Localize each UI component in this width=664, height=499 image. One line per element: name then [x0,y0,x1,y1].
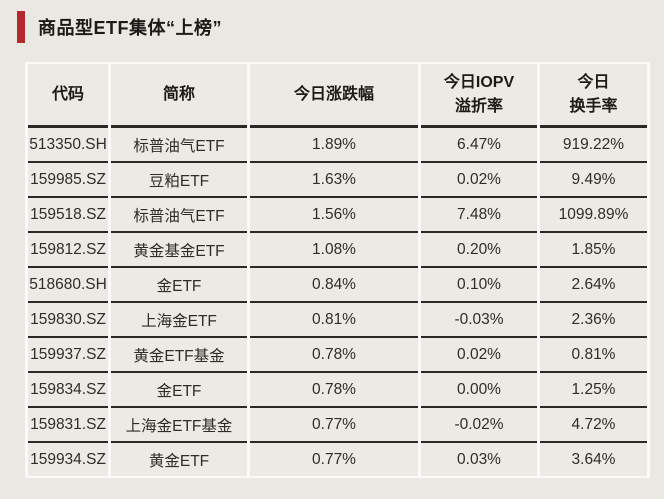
cell-name: 标普油气ETF [111,198,247,233]
column-header-name: 简称 [111,64,247,128]
cell-change: 0.81% [250,303,418,338]
cell-iopv: 0.03% [421,443,537,476]
cell-iopv: 0.20% [421,233,537,268]
table-row: 159831.SZ 上海金ETF基金 0.77% -0.02% 4.72% [28,408,647,443]
page-title: 商品型ETF集体“上榜” [38,18,222,38]
cell-iopv: 6.47% [421,128,537,163]
cell-name: 金ETF [111,268,247,303]
table-row: 159934.SZ 黄金ETF 0.77% 0.03% 3.64% [28,443,647,476]
cell-turnover: 9.49% [540,163,647,198]
etf-table-container: 代码 简称 今日涨跌幅 今日IOPV 溢折率 今日 换手率 513350.SH 标… [25,62,650,478]
header-row: 代码 简称 今日涨跌幅 今日IOPV 溢折率 今日 换手率 [28,64,647,128]
cell-name: 上海金ETF [111,303,247,338]
cell-turnover: 1.25% [540,373,647,408]
table-row: 159830.SZ 上海金ETF 0.81% -0.03% 2.36% [28,303,647,338]
etf-table: 代码 简称 今日涨跌幅 今日IOPV 溢折率 今日 换手率 513350.SH 标… [25,64,650,476]
column-header-code: 代码 [28,64,108,128]
etf-table-body: 513350.SH 标普油气ETF 1.89% 6.47% 919.22% 159985.… [28,128,647,476]
cell-code: 159985.SZ [28,163,108,198]
cell-change: 0.77% [250,408,418,443]
cell-iopv: -0.02% [421,408,537,443]
table-row: 159518.SZ 标普油气ETF 1.56% 7.48% 1099.89% [28,198,647,233]
cell-code: 159830.SZ [28,303,108,338]
cell-code: 159937.SZ [28,338,108,373]
cell-name: 金ETF [111,373,247,408]
cell-code: 159812.SZ [28,233,108,268]
table-row: 159834.SZ 金ETF 0.78% 0.00% 1.25% [28,373,647,408]
cell-code: 518680.SH [28,268,108,303]
table-row: 159937.SZ 黄金ETF基金 0.78% 0.02% 0.81% [28,338,647,373]
cell-iopv: 7.48% [421,198,537,233]
cell-code: 513350.SH [28,128,108,163]
cell-turnover: 2.64% [540,268,647,303]
column-header-change: 今日涨跌幅 [250,64,418,128]
table-row: 159812.SZ 黄金基金ETF 1.08% 0.20% 1.85% [28,233,647,268]
cell-change: 1.08% [250,233,418,268]
cell-change: 0.78% [250,373,418,408]
cell-name: 豆粕ETF [111,163,247,198]
cell-name: 黄金ETF基金 [111,338,247,373]
cell-code: 159934.SZ [28,443,108,476]
cell-change: 1.89% [250,128,418,163]
section-header: 商品型ETF集体“上榜” [17,10,664,44]
cell-iopv: 0.02% [421,163,537,198]
cell-iopv: 0.10% [421,268,537,303]
cell-iopv: 0.02% [421,338,537,373]
etf-table-header: 代码 简称 今日涨跌幅 今日IOPV 溢折率 今日 换手率 [28,64,647,128]
cell-iopv: -0.03% [421,303,537,338]
cell-name: 黄金基金ETF [111,233,247,268]
cell-code: 159834.SZ [28,373,108,408]
cell-iopv: 0.00% [421,373,537,408]
cell-turnover: 3.64% [540,443,647,476]
cell-change: 1.63% [250,163,418,198]
cell-change: 1.56% [250,198,418,233]
cell-name: 黄金ETF [111,443,247,476]
cell-code: 159831.SZ [28,408,108,443]
cell-name: 上海金ETF基金 [111,408,247,443]
cell-change: 0.77% [250,443,418,476]
column-header-iopv: 今日IOPV 溢折率 [421,64,537,128]
column-header-turnover: 今日 换手率 [540,64,647,128]
cell-turnover: 1099.89% [540,198,647,233]
table-row: 159985.SZ 豆粕ETF 1.63% 0.02% 9.49% [28,163,647,198]
cell-turnover: 0.81% [540,338,647,373]
cell-change: 0.78% [250,338,418,373]
cell-turnover: 919.22% [540,128,647,163]
red-accent-bar [17,11,25,43]
table-row: 513350.SH 标普油气ETF 1.89% 6.47% 919.22% [28,128,647,163]
table-row: 518680.SH 金ETF 0.84% 0.10% 2.64% [28,268,647,303]
cell-code: 159518.SZ [28,198,108,233]
cell-change: 0.84% [250,268,418,303]
cell-name: 标普油气ETF [111,128,247,163]
cell-turnover: 1.85% [540,233,647,268]
cell-turnover: 2.36% [540,303,647,338]
cell-turnover: 4.72% [540,408,647,443]
